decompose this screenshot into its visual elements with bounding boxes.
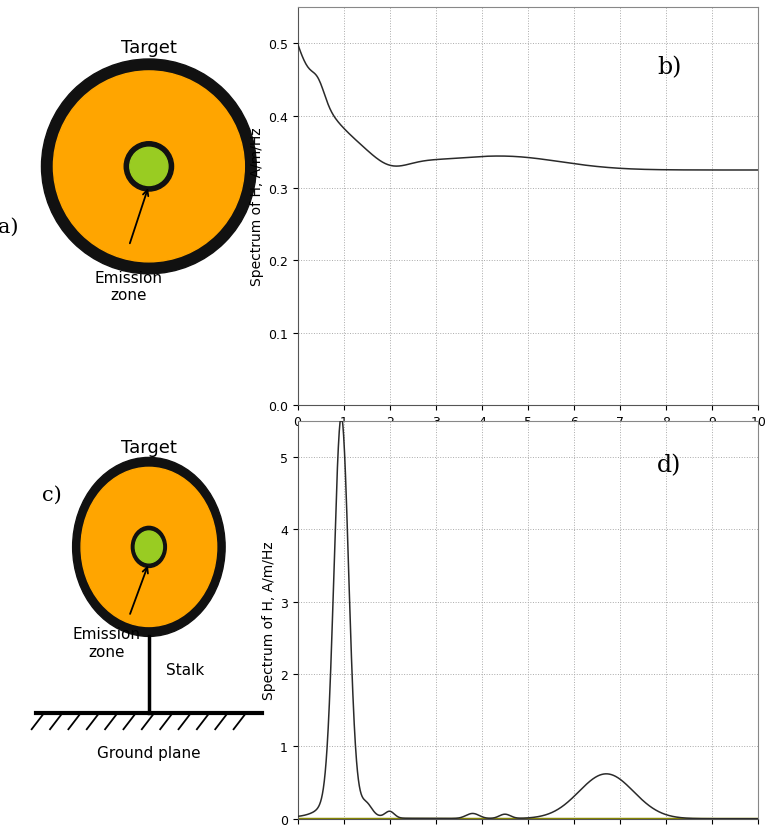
Circle shape [131, 527, 166, 568]
Circle shape [136, 532, 162, 563]
Circle shape [81, 468, 217, 627]
Text: Emission
zone: Emission zone [73, 627, 140, 659]
Circle shape [41, 60, 257, 275]
Circle shape [54, 72, 244, 262]
Text: d): d) [657, 453, 681, 476]
Text: Stalk: Stalk [165, 662, 204, 677]
Text: Emission
zone: Emission zone [95, 270, 163, 303]
Circle shape [129, 148, 168, 186]
Text: c): c) [41, 485, 61, 504]
Y-axis label: Spectrum of H, A/m/Hz: Spectrum of H, A/m/Hz [250, 127, 264, 286]
Y-axis label: Spectrum of H, A/m/Hz: Spectrum of H, A/m/Hz [262, 541, 276, 700]
Circle shape [73, 458, 225, 637]
Text: b): b) [657, 56, 681, 79]
Text: Target: Target [121, 39, 177, 57]
X-axis label: frequency, GHz: frequency, GHz [464, 433, 592, 451]
Circle shape [124, 142, 174, 192]
Text: Ground plane: Ground plane [97, 745, 201, 760]
Text: a): a) [0, 218, 18, 237]
Text: Target: Target [121, 439, 177, 457]
